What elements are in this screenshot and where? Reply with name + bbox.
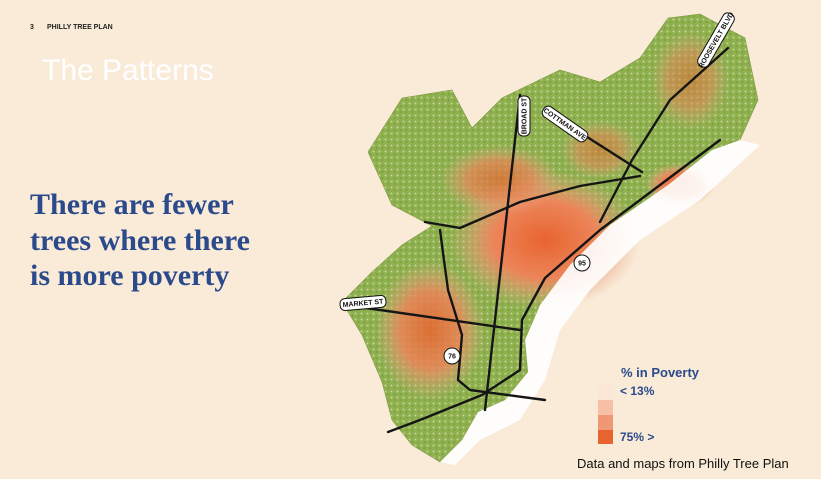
legend-title: % in Poverty xyxy=(621,365,700,380)
headline-line: There are fewer xyxy=(30,188,234,221)
highway-label: 95 xyxy=(578,260,586,267)
legend-high: 75% > xyxy=(620,430,654,444)
road xyxy=(343,303,522,332)
road-label: BROAD ST xyxy=(517,95,531,137)
road xyxy=(483,93,522,412)
legend-low: < 13% xyxy=(620,384,655,398)
highway-shield: 76 xyxy=(443,347,461,365)
header-title: PHILLY TREE PLAN xyxy=(47,24,113,31)
legend-swatch xyxy=(598,430,613,444)
legend-swatch xyxy=(598,400,613,415)
source-note: Data and maps from Philly Tree Plan xyxy=(577,456,789,471)
road xyxy=(386,138,722,434)
page-number: 3 xyxy=(30,24,34,31)
headline-line: trees where there xyxy=(30,224,250,257)
poverty-area xyxy=(375,260,485,400)
legend: % in Poverty < 13% 75% > xyxy=(598,365,700,444)
slide-title: The Patterns xyxy=(42,54,214,87)
legend-swatch xyxy=(598,415,613,430)
road-label: MARKET ST xyxy=(339,294,387,312)
poverty-area xyxy=(440,145,560,215)
headline-line: is more poverty xyxy=(30,259,229,292)
road-label-text: BROAD ST xyxy=(521,97,528,134)
road xyxy=(598,46,730,224)
highway-shield: 95 xyxy=(573,254,591,272)
headline: There are fewer trees where there is mor… xyxy=(30,188,250,292)
legend-swatch xyxy=(598,385,613,400)
highway-label: 76 xyxy=(448,353,456,360)
map: ROOSEVELT BLVD BROAD ST COTTMAN AVE MARK… xyxy=(339,11,760,465)
road-label-text: MARKET ST xyxy=(342,299,384,310)
road xyxy=(423,174,642,230)
river xyxy=(440,140,760,465)
